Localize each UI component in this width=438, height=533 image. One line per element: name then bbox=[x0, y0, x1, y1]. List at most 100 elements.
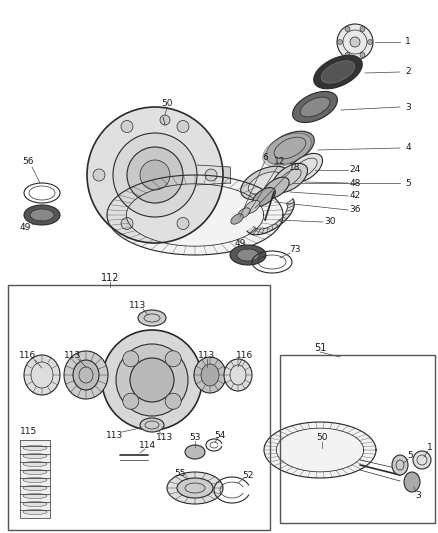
Polygon shape bbox=[264, 422, 376, 478]
Ellipse shape bbox=[23, 502, 47, 506]
Ellipse shape bbox=[224, 359, 252, 391]
Text: 49: 49 bbox=[234, 238, 246, 247]
Ellipse shape bbox=[177, 478, 213, 498]
Ellipse shape bbox=[194, 357, 226, 393]
Text: 18: 18 bbox=[289, 164, 301, 173]
Text: 42: 42 bbox=[350, 191, 360, 200]
Circle shape bbox=[165, 351, 181, 367]
Ellipse shape bbox=[404, 472, 420, 492]
Text: 1: 1 bbox=[405, 37, 411, 46]
Polygon shape bbox=[197, 165, 230, 185]
Ellipse shape bbox=[300, 97, 330, 117]
Circle shape bbox=[102, 330, 202, 430]
Ellipse shape bbox=[140, 418, 164, 432]
Text: 54: 54 bbox=[214, 431, 226, 440]
Ellipse shape bbox=[201, 364, 219, 386]
Text: 52: 52 bbox=[242, 471, 254, 480]
Text: 113: 113 bbox=[156, 433, 173, 442]
Ellipse shape bbox=[272, 164, 307, 192]
Ellipse shape bbox=[23, 454, 47, 458]
Ellipse shape bbox=[23, 478, 47, 482]
Circle shape bbox=[360, 52, 365, 58]
Text: 4: 4 bbox=[405, 143, 411, 152]
Ellipse shape bbox=[238, 208, 250, 218]
Ellipse shape bbox=[185, 445, 205, 459]
Ellipse shape bbox=[230, 245, 266, 265]
Ellipse shape bbox=[231, 214, 243, 224]
Ellipse shape bbox=[24, 205, 60, 225]
Circle shape bbox=[127, 147, 183, 203]
Text: 5: 5 bbox=[405, 179, 411, 188]
Circle shape bbox=[140, 160, 170, 190]
Text: 73: 73 bbox=[289, 246, 301, 254]
Ellipse shape bbox=[23, 510, 47, 514]
Circle shape bbox=[350, 37, 360, 47]
Ellipse shape bbox=[293, 92, 337, 123]
Text: 24: 24 bbox=[350, 166, 360, 174]
Ellipse shape bbox=[23, 462, 47, 466]
Ellipse shape bbox=[23, 470, 47, 474]
Ellipse shape bbox=[23, 486, 47, 490]
Ellipse shape bbox=[287, 154, 322, 183]
Text: 114: 114 bbox=[139, 440, 156, 449]
Ellipse shape bbox=[392, 455, 408, 475]
Text: 50: 50 bbox=[316, 433, 328, 442]
Circle shape bbox=[121, 120, 133, 133]
Text: 6: 6 bbox=[262, 154, 268, 163]
Bar bbox=[20, 440, 50, 518]
Text: 1: 1 bbox=[427, 443, 433, 453]
Text: 50: 50 bbox=[161, 99, 173, 108]
Ellipse shape bbox=[30, 209, 54, 221]
Text: 113: 113 bbox=[198, 351, 215, 359]
Polygon shape bbox=[247, 199, 294, 235]
Text: 116: 116 bbox=[237, 351, 254, 359]
Circle shape bbox=[93, 169, 105, 181]
Text: 49: 49 bbox=[19, 223, 31, 232]
Ellipse shape bbox=[167, 472, 223, 504]
Ellipse shape bbox=[23, 494, 47, 498]
Text: 36: 36 bbox=[349, 206, 361, 214]
Ellipse shape bbox=[24, 355, 60, 395]
Circle shape bbox=[87, 107, 223, 243]
Text: 30: 30 bbox=[324, 217, 336, 227]
Circle shape bbox=[338, 39, 343, 44]
Circle shape bbox=[123, 351, 139, 367]
Ellipse shape bbox=[263, 133, 311, 167]
Bar bbox=[280, 355, 435, 523]
Circle shape bbox=[130, 358, 174, 402]
Text: 112: 112 bbox=[101, 273, 119, 283]
Circle shape bbox=[177, 120, 189, 133]
Circle shape bbox=[123, 393, 139, 409]
Bar bbox=[8, 285, 270, 530]
Text: 113: 113 bbox=[64, 351, 81, 359]
Text: 3: 3 bbox=[415, 490, 421, 499]
Circle shape bbox=[345, 52, 350, 58]
Text: 51: 51 bbox=[314, 343, 326, 353]
Text: 3: 3 bbox=[405, 102, 411, 111]
Ellipse shape bbox=[241, 166, 289, 200]
Circle shape bbox=[121, 217, 133, 230]
Circle shape bbox=[367, 39, 372, 44]
Text: 55: 55 bbox=[174, 469, 186, 478]
Ellipse shape bbox=[64, 351, 108, 399]
Ellipse shape bbox=[138, 310, 166, 326]
Text: 5: 5 bbox=[407, 450, 413, 459]
Polygon shape bbox=[107, 175, 283, 255]
Ellipse shape bbox=[248, 172, 282, 194]
Ellipse shape bbox=[244, 200, 260, 214]
Ellipse shape bbox=[237, 249, 259, 261]
Circle shape bbox=[360, 27, 365, 31]
Ellipse shape bbox=[73, 360, 99, 390]
Ellipse shape bbox=[253, 188, 276, 206]
Ellipse shape bbox=[266, 131, 314, 165]
Ellipse shape bbox=[321, 61, 355, 83]
Text: 113: 113 bbox=[106, 431, 124, 440]
Circle shape bbox=[116, 344, 188, 416]
Circle shape bbox=[165, 393, 181, 409]
Text: 113: 113 bbox=[129, 301, 147, 310]
Text: 53: 53 bbox=[189, 433, 201, 442]
Ellipse shape bbox=[314, 55, 362, 89]
Circle shape bbox=[177, 217, 189, 230]
Circle shape bbox=[413, 451, 431, 469]
Text: 115: 115 bbox=[20, 427, 37, 437]
